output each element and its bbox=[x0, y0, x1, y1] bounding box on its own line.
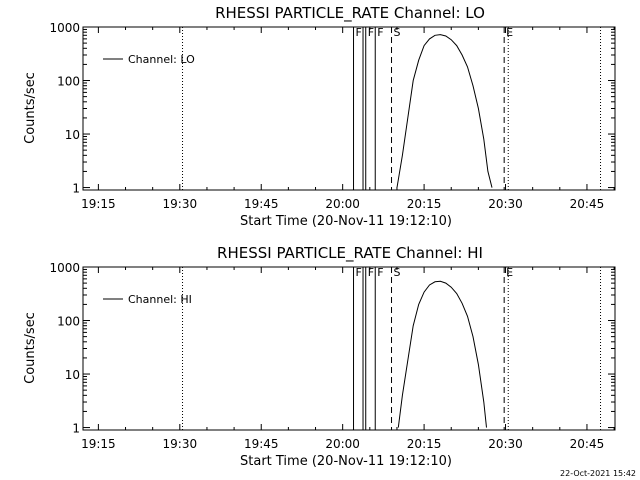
x-tick-label: 19:45 bbox=[244, 197, 279, 211]
y-tick-label: 100 bbox=[57, 75, 80, 89]
plot-area: 19:15 19:30 19:45 20:00 20:15 20:30 20:45 1 10 10… bbox=[49, 21, 616, 211]
chart-title: RHESSI PARTICLE_RATE Channel: HI bbox=[217, 244, 483, 263]
x-axis-label: Start Time (20-Nov-11 19:12:10) bbox=[240, 454, 452, 469]
chart-panel-hi: RHESSI PARTICLE_RATE Channel: HI Start T… bbox=[23, 244, 616, 469]
x-tick-label: 19:15 bbox=[81, 197, 116, 211]
x-tick-label: 20:00 bbox=[325, 437, 360, 451]
x-tick-label: 20:30 bbox=[488, 437, 523, 451]
legend-entry: Channel: HI bbox=[128, 293, 192, 306]
vertical-marker-label: F bbox=[356, 26, 362, 39]
footer-timestamp: 22-Oct-2021 15:42 bbox=[560, 469, 636, 478]
y-axis-label: Counts/sec bbox=[23, 72, 38, 144]
vertical-marker-label: F bbox=[368, 266, 374, 279]
chart-title: RHESSI PARTICLE_RATE Channel: LO bbox=[215, 4, 485, 23]
y-tick-label: 1000 bbox=[49, 21, 80, 35]
vertical-marker-label: F bbox=[377, 266, 383, 279]
vertical-marker-label: F bbox=[356, 266, 362, 279]
x-tick-label: 20:15 bbox=[407, 437, 442, 451]
vertical-marker-label: E bbox=[506, 266, 513, 279]
x-axis-label: Start Time (20-Nov-11 19:12:10) bbox=[240, 214, 452, 229]
plot-area: 19:15 19:30 19:45 20:00 20:15 20:30 20:45 1 10 10… bbox=[49, 261, 616, 451]
vertical-marker-label: E bbox=[506, 26, 513, 39]
x-tick-label: 19:30 bbox=[163, 437, 198, 451]
x-tick-label: 20:45 bbox=[570, 437, 605, 451]
y-axis-label: Counts/sec bbox=[23, 312, 38, 384]
legend-entry: Channel: LO bbox=[128, 53, 195, 66]
y-tick-label: 1 bbox=[72, 422, 80, 436]
x-tick-label: 20:30 bbox=[488, 197, 523, 211]
x-tick-label: 19:15 bbox=[81, 437, 116, 451]
x-tick-label: 19:30 bbox=[163, 197, 198, 211]
plot-frame bbox=[82, 26, 616, 191]
series-line bbox=[397, 280, 487, 428]
vertical-marker-label: S bbox=[394, 26, 401, 39]
x-tick-label: 19:45 bbox=[244, 437, 279, 451]
vertical-marker-label: S bbox=[394, 266, 401, 279]
y-tick-label: 1 bbox=[72, 182, 80, 196]
vertical-marker-label: F bbox=[377, 26, 383, 39]
chart-panel-lo: RHESSI PARTICLE_RATE Channel: LO Start T… bbox=[23, 4, 616, 229]
x-tick-label: 20:15 bbox=[407, 197, 442, 211]
vertical-marker-label: F bbox=[368, 26, 374, 39]
plot-frame bbox=[82, 266, 616, 431]
series-line bbox=[396, 34, 493, 188]
y-tick-label: 10 bbox=[65, 368, 80, 382]
x-tick-label: 20:45 bbox=[570, 197, 605, 211]
x-tick-label: 20:00 bbox=[325, 197, 360, 211]
y-tick-label: 1000 bbox=[49, 261, 80, 275]
y-tick-label: 10 bbox=[65, 128, 80, 142]
y-tick-label: 100 bbox=[57, 315, 80, 329]
